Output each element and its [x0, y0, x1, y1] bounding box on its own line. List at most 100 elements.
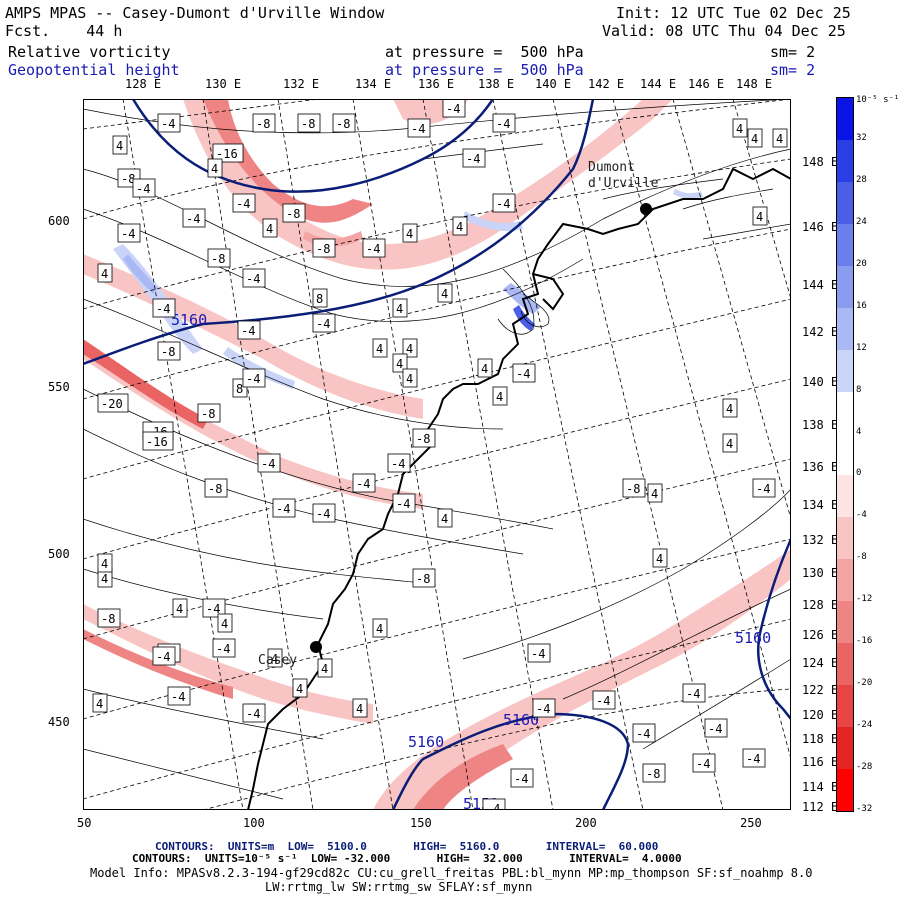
vorticity-label: -4 [186, 212, 200, 226]
model-info: Model Info: MPASv8.2.3-194-gf29cd82c CU:… [90, 866, 813, 880]
vorticity-label-box [442, 99, 466, 118]
vorticity-label-box [437, 508, 453, 528]
colorbar-segment [837, 769, 853, 811]
vorticity-label-box [482, 798, 506, 810]
field1-level: at pressure = 500 hPa [385, 43, 584, 61]
vorticity-label: -4 [236, 197, 250, 211]
vorticity-label: -4 [366, 242, 380, 256]
vorticity-label-box [372, 338, 388, 358]
vorticity-label-box [217, 613, 233, 633]
vorticity-label: -4 [746, 752, 760, 766]
right-lat-label: 130 E [802, 566, 839, 580]
height-contour-info: CONTOURS: UNITS=m LOW= 5100.0 HIGH= 5160… [155, 840, 659, 853]
vorticity-label-box [172, 598, 188, 618]
vorticity-label-box [642, 763, 666, 783]
right-lat-label: 112 E [802, 800, 839, 814]
vorticity-label-box [112, 135, 128, 155]
vorticity-label-box [242, 703, 266, 723]
colorbar-segment [837, 475, 853, 518]
vorticity-label: -4 [171, 690, 185, 704]
vorticity-label-box [152, 298, 176, 318]
vorticity-label: -4 [756, 482, 770, 496]
vorticity-label: -4 [136, 182, 150, 196]
vorticity-label: -8 [301, 117, 315, 131]
vorticity-label: 4 [756, 210, 763, 224]
bottom-axis-tick: 150 [410, 816, 432, 830]
model-info-line2: LW:rrtmg_lw SW:rrtmg_sw SFLAY:sf_mynn [265, 880, 533, 894]
vorticity-label-box [402, 368, 418, 388]
vorticity-label-box [157, 113, 181, 133]
vorticity-label-box [352, 473, 376, 493]
vorticity-label-box [392, 353, 408, 373]
left-axis-tick: 550 [48, 380, 70, 394]
top-lon-label: 146 E [688, 77, 725, 91]
vorticity-label: 4 [96, 697, 103, 711]
colorbar-segment [837, 433, 853, 476]
field2-level: at pressure = 500 hPa [385, 61, 584, 79]
vorticity-label-box [492, 193, 516, 213]
colorbar-tick-label: -20 [856, 678, 873, 689]
vorticity-label: 4 [406, 342, 413, 356]
vorticity-label: 4 [101, 557, 108, 571]
vorticity-label: -4 [531, 647, 545, 661]
vorticity-label: -8 [416, 572, 430, 586]
vorticity-label: -4 [391, 457, 405, 471]
vorticity-label: 4 [751, 132, 758, 146]
vorticity-label-box [312, 288, 328, 308]
colorbar-segment [837, 181, 853, 224]
colorbar-segment [837, 307, 853, 350]
vorticity-label: 4 [726, 402, 733, 416]
right-lat-label: 146 E [802, 220, 839, 234]
vorticity-label: -4 [496, 117, 510, 131]
height-label: 5160 [408, 733, 444, 751]
vorticity-label: 4 [481, 362, 488, 376]
vorticity-label: 4 [101, 572, 108, 586]
vorticity-label: -4 [161, 117, 175, 131]
colorbar-tick-label: 20 [856, 258, 867, 269]
vorticity-label: -4 [246, 372, 260, 386]
vorticity-label: 4 [116, 139, 123, 153]
right-lat-label: 128 E [802, 598, 839, 612]
vorticity-label: -4 [241, 324, 255, 338]
vorticity-label-box [492, 113, 516, 133]
vorticity-label: 4 [101, 267, 108, 281]
vorticity-label-box [197, 403, 221, 423]
vorticity-label: 4 [651, 487, 658, 501]
vorticity-label-box [212, 638, 236, 658]
vorticity-label-box [510, 768, 534, 788]
vorticity-label: 4 [266, 222, 273, 236]
vorticity-label-box [317, 658, 333, 678]
vorticity-label-box [622, 478, 646, 498]
vorticity-label: -4 [411, 122, 425, 136]
vorticity-label-box [462, 148, 486, 168]
vorticity-label-box [492, 386, 508, 406]
vorticity-label: 4 [376, 342, 383, 356]
right-lat-label: 122 E [802, 683, 839, 697]
height-label: 5160 [735, 629, 771, 647]
vorticity-label: 4 [356, 702, 363, 716]
colorbar-segment [837, 139, 853, 182]
valid-time: Valid: 08 UTC Thu 04 Dec 25 [602, 22, 846, 40]
vorticity-label-box [632, 723, 656, 743]
vorticity-label: -4 [396, 497, 410, 511]
top-lon-label: 138 E [478, 77, 515, 91]
top-lon-label: 128 E [125, 77, 162, 91]
vorticity-label-box [142, 431, 174, 451]
vorticity-label-box [392, 493, 416, 513]
right-lat-label: 114 E [802, 780, 839, 794]
field1-smoothing: sm= 2 [770, 43, 816, 61]
colorbar-tick-label: 24 [856, 216, 867, 227]
vorticity-label: 4 [656, 552, 663, 566]
vorticity-label-box [412, 568, 436, 588]
vorticity-label: 4 [496, 390, 503, 404]
right-lat-label: 140 E [802, 375, 839, 389]
vorticity-label-box [372, 618, 388, 638]
dumont-durville-label: Dumont d'Urville [588, 160, 659, 191]
vorticity-label-box [267, 648, 283, 668]
vorticity-label-box [392, 298, 408, 318]
vorticity-label: 4 [726, 437, 733, 451]
vorticity-label: -4 [246, 272, 260, 286]
vorticity-label: 4 [776, 132, 783, 146]
dumont-durville-station-marker [640, 203, 652, 215]
